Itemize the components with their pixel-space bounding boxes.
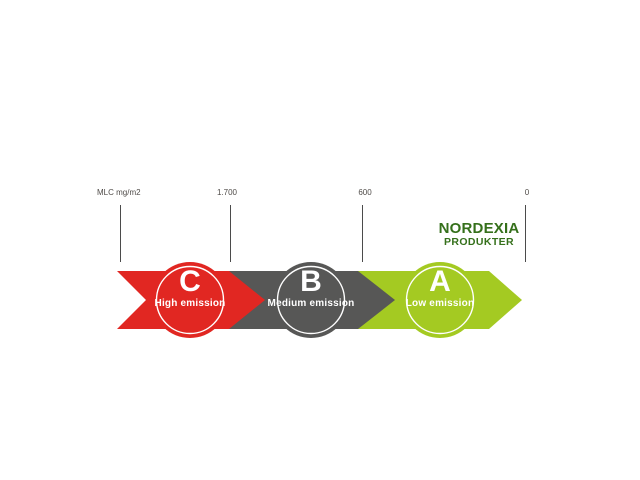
- grade-circle-c: [152, 262, 228, 338]
- grade-circle-a-ring: [405, 265, 475, 335]
- scale-tick-600: [362, 205, 363, 262]
- brand-name: NORDEXIA: [438, 220, 520, 237]
- scale-tick-start: [120, 205, 121, 262]
- scale-tick-label-1700: 1.700: [216, 188, 238, 197]
- brand-tagline: PRODUKTER: [443, 236, 515, 248]
- scale-unit-label: MLC mg/m2: [97, 188, 141, 197]
- scale-tick-1700: [230, 205, 231, 262]
- grade-label-medium-emission: Medium emission: [267, 298, 355, 309]
- grade-letter-b: B: [300, 265, 322, 298]
- scale-tick-label-0: 0: [524, 188, 530, 197]
- grade-circle-a: [402, 262, 478, 338]
- grade-circle-b-ring: [276, 265, 346, 335]
- grade-letter-c: C: [179, 265, 201, 298]
- scale-tick-label-600: 600: [358, 188, 372, 197]
- grade-label-high-emission: High emission: [154, 298, 226, 309]
- brand-logo: NORDEXIA PRODUKTER: [438, 221, 520, 248]
- grade-circle-b: [273, 262, 349, 338]
- scale-tick-0: [525, 205, 526, 262]
- grade-circle-c-ring: [155, 265, 225, 335]
- grade-label-low-emission: Low emission: [405, 298, 475, 309]
- grade-letter-a: A: [429, 265, 451, 298]
